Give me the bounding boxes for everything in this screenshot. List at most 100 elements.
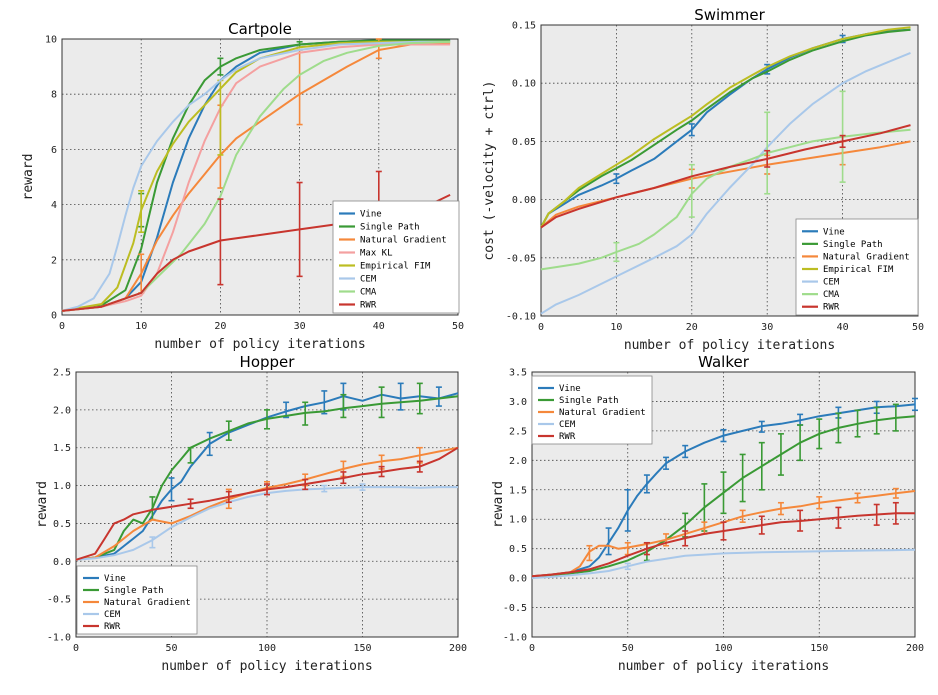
error-bar bbox=[435, 386, 442, 407]
series-line-empirical-fim bbox=[540, 26, 911, 228]
y-tick-label: 0.15 bbox=[512, 21, 536, 32]
legend: Vine Single Path Natural Gradient Empirical… bbox=[795, 218, 919, 316]
error-bar bbox=[206, 431, 213, 457]
error-bar bbox=[264, 483, 270, 496]
series-line-rwr bbox=[540, 124, 911, 229]
y-axis-label: reward bbox=[35, 481, 50, 528]
x-tick-label: 200 bbox=[449, 643, 467, 654]
x-tick-label: 10 bbox=[135, 321, 147, 332]
chart-title: Cartpole bbox=[228, 20, 292, 38]
error-bar bbox=[321, 484, 328, 493]
error-bar bbox=[397, 382, 404, 411]
error-bar bbox=[873, 503, 880, 526]
legend-entry: Natural Gradient bbox=[360, 236, 447, 246]
y-tick-label: 0.0 bbox=[53, 557, 71, 568]
legend-entry: RWR bbox=[559, 432, 576, 442]
y-tick-label: 3.0 bbox=[509, 397, 527, 408]
legend-entry: Max KL bbox=[360, 249, 393, 259]
legend-entry: Single Path bbox=[823, 240, 883, 250]
error-bar bbox=[643, 541, 650, 556]
y-tick-label: 3.5 bbox=[509, 368, 527, 379]
series-line-cem bbox=[531, 548, 916, 580]
chart-walker: 0 50 100 150 200 -1.0 -0.5 0.0 0.5 1.0 1.5 2.0 2.5 3.… bbox=[491, 353, 924, 674]
legend-entry: Empirical FIM bbox=[823, 265, 894, 275]
y-tick-label: 0.10 bbox=[512, 79, 536, 90]
legend-entry: Natural Gradient bbox=[559, 408, 646, 418]
y-axis-label: reward bbox=[21, 154, 36, 201]
chart-title: Walker bbox=[698, 353, 750, 371]
error-bar bbox=[187, 446, 194, 464]
x-axis-label: number of policy iterations bbox=[618, 659, 829, 674]
error-bar bbox=[739, 509, 746, 523]
series-line-single-path bbox=[61, 39, 451, 312]
series-line-vine bbox=[75, 392, 459, 561]
x-tick-label: 100 bbox=[258, 643, 276, 654]
error-bar bbox=[688, 123, 695, 137]
error-bar bbox=[758, 420, 765, 433]
chart-swimmer: 0 10 20 30 40 50 -0.10 -0.05 0.00 0.05 0.10 0.15 Swi… bbox=[482, 6, 924, 353]
x-axis-label: number of policy iterations bbox=[154, 337, 365, 352]
x-tick-label: 0 bbox=[538, 322, 544, 333]
series-line-max-kl bbox=[61, 43, 451, 312]
error-bar bbox=[624, 562, 631, 571]
legend-entry: CMA bbox=[360, 288, 377, 298]
legend-entry: Vine bbox=[360, 210, 382, 220]
legend-entry: Vine bbox=[559, 384, 581, 394]
error-bar bbox=[797, 424, 804, 462]
series-line-cem bbox=[61, 40, 451, 312]
error-bar bbox=[187, 498, 194, 510]
series-line-cem bbox=[540, 51, 911, 315]
x-axis-label: number of policy iterations bbox=[624, 338, 835, 353]
y-tick-label: 0.00 bbox=[512, 195, 536, 206]
y-tick-label: 4 bbox=[51, 200, 57, 211]
error-bar bbox=[264, 409, 270, 430]
series-line-natural-gradient bbox=[531, 490, 916, 578]
error-bar bbox=[416, 382, 423, 415]
error-bar bbox=[586, 544, 593, 562]
series-line-cma bbox=[61, 40, 451, 312]
y-tick-label: 2.0 bbox=[509, 456, 527, 467]
error-bar bbox=[816, 496, 823, 510]
error-bar bbox=[378, 465, 385, 478]
error-bar bbox=[873, 406, 880, 435]
x-tick-label: 150 bbox=[353, 643, 371, 654]
error-bar bbox=[624, 488, 631, 532]
y-axis-label: cost (-velocity + ctrl) bbox=[482, 80, 497, 260]
chart-title: Hopper bbox=[240, 353, 296, 371]
x-tick-label: 50 bbox=[452, 321, 464, 332]
error-bar bbox=[168, 477, 175, 502]
chart-title: Swimmer bbox=[694, 6, 765, 24]
error-bar bbox=[613, 241, 620, 263]
y-tick-label: 2.0 bbox=[53, 405, 71, 416]
error-bar bbox=[682, 444, 689, 459]
y-tick-label: 1.0 bbox=[509, 515, 527, 526]
error-bar bbox=[321, 390, 328, 415]
error-bar bbox=[340, 393, 347, 419]
legend-entry: Vine bbox=[823, 227, 845, 237]
error-bar bbox=[797, 509, 804, 532]
error-bar bbox=[854, 492, 861, 504]
legend-entry: Natural Gradient bbox=[823, 252, 910, 262]
error-bar bbox=[835, 412, 842, 444]
error-bar bbox=[739, 453, 746, 503]
legend-entry: CEM bbox=[823, 278, 840, 288]
y-tick-label: 2.5 bbox=[53, 368, 71, 379]
y-tick-label: -0.05 bbox=[506, 253, 536, 264]
chart-hopper: 0 50 100 150 200 -1.0 -0.5 0.0 0.5 1.0 1.5 2.0 2.5 Ho… bbox=[35, 353, 467, 674]
legend-entry: RWR bbox=[360, 301, 377, 311]
legend: Vine Single Path Natural Gradient CEM RWR bbox=[531, 375, 653, 445]
series-line-cma bbox=[540, 128, 911, 271]
error-bar bbox=[605, 527, 612, 556]
legend-box bbox=[795, 218, 919, 316]
x-tick-label: 200 bbox=[906, 643, 924, 654]
x-tick-label: 10 bbox=[610, 322, 622, 333]
error-bar bbox=[758, 515, 765, 535]
y-tick-label: -0.5 bbox=[503, 603, 527, 614]
error-bar bbox=[217, 198, 224, 286]
x-tick-label: 0 bbox=[59, 321, 65, 332]
y-tick-label: 0.5 bbox=[53, 519, 71, 530]
x-tick-label: 50 bbox=[622, 643, 634, 654]
error-bar bbox=[138, 190, 145, 233]
series-line-empirical-fim bbox=[61, 40, 451, 312]
